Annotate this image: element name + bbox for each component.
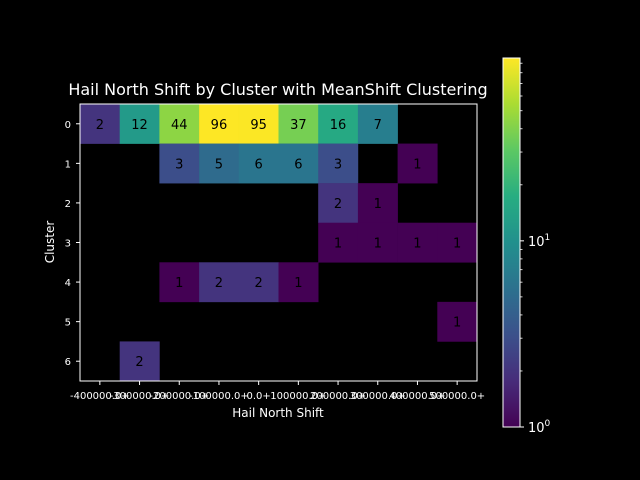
- x-axis-ticks: -400000.0+-300000.0+-200000.0+-100000.0+…: [70, 381, 485, 402]
- heatmap-cell: [119, 341, 160, 382]
- heatmap-cell: [397, 143, 438, 184]
- heatmap-cell: [318, 222, 359, 263]
- colorbar-tick-label: 101: [528, 233, 550, 250]
- cell-value-label: 7: [374, 118, 382, 133]
- cell-value-label: 1: [334, 237, 342, 252]
- heatmap-cell: [318, 104, 359, 144]
- y-tick-label: 2: [65, 199, 71, 210]
- cell-value-label: 16: [330, 118, 347, 133]
- cell-value-label: 3: [334, 157, 342, 172]
- heatmap-cell: [238, 143, 279, 184]
- chart-title: Hail North Shift by Cluster with MeanShi…: [68, 80, 487, 99]
- y-tick-label: 0: [65, 120, 71, 131]
- heatmap-cell: [278, 104, 319, 144]
- y-tick-label: 1: [65, 159, 71, 170]
- colorbar: 100 101: [502, 57, 551, 436]
- x-tick-label: -200000.0+: [149, 391, 209, 402]
- heatmap-cell: [278, 262, 319, 303]
- y-tick-label: 3: [65, 239, 71, 250]
- x-tick-label: -100000.0+: [189, 391, 249, 402]
- x-tick-label: -300000.0+: [110, 391, 170, 402]
- y-axis-label: Cluster: [43, 221, 57, 264]
- heatmap-cell: [159, 143, 200, 184]
- cell-value-label: 3: [175, 157, 183, 172]
- x-tick-label: 200000.0+: [310, 391, 366, 402]
- heatmap-cell: [80, 104, 120, 144]
- cell-value-label: 1: [175, 276, 183, 291]
- cell-value-label: 6: [294, 157, 302, 172]
- cell-value-label: 2: [96, 118, 104, 133]
- y-tick-label: 5: [65, 318, 71, 329]
- heatmap-cell: [199, 262, 240, 303]
- heatmap-cell: [318, 183, 359, 224]
- y-axis-ticks: 0 1 2 3 4 5 6: [65, 120, 80, 368]
- heatmap-plot-area: 2 12 44 96 95 37 16 73 5 6 6 3 12 11 1 1 11 2 2 112: [80, 104, 478, 382]
- heatmap-cell: [238, 104, 279, 144]
- heatmap-cell: [238, 262, 279, 303]
- heatmap-cell: [357, 222, 398, 263]
- cell-value-label: 1: [413, 237, 421, 252]
- heatmap-cell: [397, 222, 438, 263]
- cell-value-label: 1: [453, 237, 461, 252]
- cell-value-label: 96: [211, 118, 228, 133]
- x-tick-label: 100000.0+: [270, 391, 326, 402]
- cell-value-label: 1: [374, 197, 382, 212]
- x-tick-label: 500000.0+: [429, 391, 485, 402]
- heatmap-cell: [199, 104, 240, 144]
- cell-value-label: 12: [131, 118, 148, 133]
- cell-value-label: 6: [255, 157, 263, 172]
- heatmap-cell: [119, 104, 160, 144]
- colorbar-tick-label: 100: [528, 419, 551, 436]
- cell-value-label: 1: [413, 157, 421, 172]
- heatmap-cell: [159, 104, 200, 144]
- heatmap-cell: [318, 143, 359, 184]
- cell-value-label: 5: [215, 157, 223, 172]
- heatmap-cell: [278, 143, 319, 184]
- cell-value-label: 2: [334, 197, 342, 212]
- colorbar-gradient: [502, 57, 521, 428]
- heatmap-cell: [437, 301, 478, 342]
- heatmap-cell: [159, 262, 200, 303]
- cell-value-label: 2: [215, 276, 223, 291]
- cell-value-label: 95: [250, 118, 267, 133]
- x-tick-label: 400000.0+: [389, 391, 445, 402]
- cell-value-label: 37: [290, 118, 307, 133]
- x-tick-label: -400000.0+: [70, 391, 130, 402]
- x-axis-label: Hail North Shift: [232, 406, 324, 420]
- heatmap-cell: [357, 104, 398, 144]
- heatmap-cell: [199, 143, 240, 184]
- y-tick-label: 4: [65, 278, 71, 289]
- y-tick-label: 6: [65, 357, 71, 368]
- cell-value-label: 1: [453, 316, 461, 331]
- x-tick-label: 300000.0+: [350, 391, 406, 402]
- cell-value-label: 2: [255, 276, 263, 291]
- heatmap-cell: [357, 183, 398, 224]
- cell-value-label: 2: [135, 355, 143, 370]
- cell-value-label: 1: [374, 237, 382, 252]
- heatmap-cell: [437, 222, 478, 263]
- cell-value-label: 44: [171, 118, 188, 133]
- x-tick-label: 0.0+: [247, 391, 271, 402]
- cell-value-label: 1: [294, 276, 302, 291]
